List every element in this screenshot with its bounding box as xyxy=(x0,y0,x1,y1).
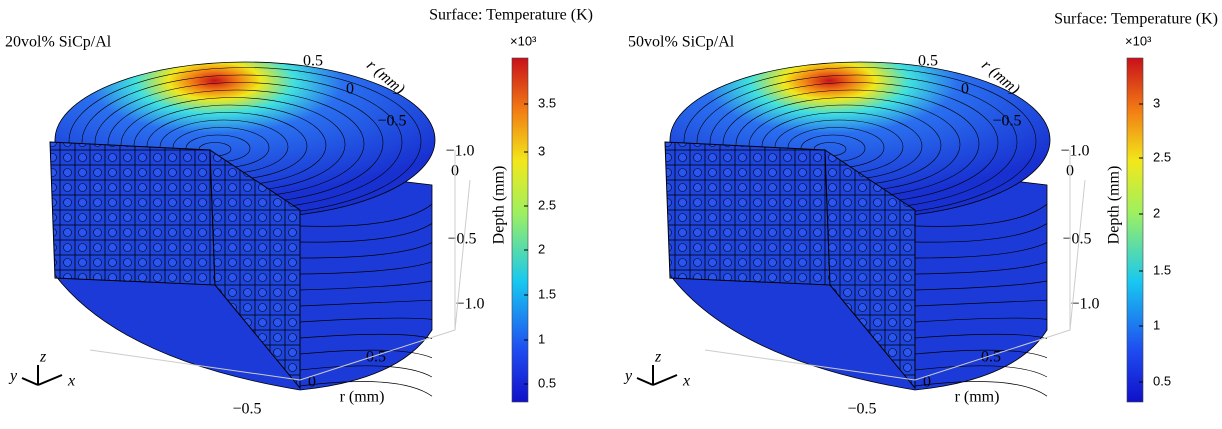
layer-line xyxy=(914,317,1048,323)
cut-face xyxy=(824,149,916,390)
depth-tick: −1.0 xyxy=(455,296,484,313)
panel-label: 50vol% SiCp/Al xyxy=(628,34,735,51)
colorbar-tick-label: 3.5 xyxy=(538,95,556,110)
axis-box xyxy=(89,349,301,381)
r-top-tick: 0 xyxy=(961,81,969,98)
panel: 20vol% SiCp/Al Surface: Temperature (K) ×1… xyxy=(5,7,593,418)
triad xyxy=(21,365,63,386)
layer-line xyxy=(299,203,433,227)
cut-face xyxy=(49,141,216,286)
r-top-tick: 0.5 xyxy=(303,53,323,70)
colorbar-tick-label: 1.5 xyxy=(538,286,556,301)
r-bottom-tick: 0 xyxy=(923,374,931,391)
depth-tick: −1.0 xyxy=(1070,296,1099,313)
axis-box xyxy=(454,179,471,331)
r-top-tick: 0 xyxy=(346,81,354,98)
r-bottom-label: r (mm) xyxy=(955,389,1000,406)
colorbar-tick-label: 2.5 xyxy=(538,197,556,212)
r-top-tick: −1.0 xyxy=(445,143,474,160)
triad-z: z xyxy=(654,349,662,366)
colorbar-multiplier: ×10³ xyxy=(1125,33,1152,48)
r-top-tick: 0.5 xyxy=(918,53,938,70)
layer-line xyxy=(914,223,1048,243)
layer-line xyxy=(299,317,433,323)
colorbar-multiplier: ×10³ xyxy=(510,33,537,48)
colorbar-tick-label: 0.5 xyxy=(1153,373,1171,388)
triad-x: x xyxy=(682,373,690,390)
panel-label: 20vol% SiCp/Al xyxy=(5,34,112,51)
r-bottom-tick: −0.5 xyxy=(232,401,261,418)
layer-line xyxy=(299,280,433,291)
layer-line xyxy=(299,333,433,339)
r-bottom-label: r (mm) xyxy=(340,389,385,406)
colorbar-tick-label: 1.5 xyxy=(1153,262,1171,277)
colorbar xyxy=(511,57,529,403)
axis-box xyxy=(1069,179,1086,331)
colorbar-tick-label: 2 xyxy=(1153,205,1160,220)
depth-label: Depth (mm) xyxy=(491,166,508,245)
layer-line xyxy=(914,349,1048,359)
colorbar-tick-label: 3 xyxy=(1153,95,1160,110)
layer-line xyxy=(914,203,1048,227)
r-top-tick: −0.5 xyxy=(377,113,406,130)
r-bottom-tick: −0.5 xyxy=(847,401,876,418)
layer-line xyxy=(299,299,433,307)
layer-line xyxy=(299,242,433,259)
colorbar-tick-label: 1 xyxy=(538,331,545,346)
triad-y: y xyxy=(8,368,18,385)
layer-line xyxy=(914,261,1048,275)
r-top-tick: −0.5 xyxy=(992,113,1021,130)
layer-line xyxy=(914,365,1048,378)
r-bottom-tick: 0 xyxy=(308,374,316,391)
triad-y: y xyxy=(623,368,633,385)
layer-line xyxy=(299,261,433,275)
colorbar-tick-label: 1 xyxy=(1153,317,1160,332)
layer-line xyxy=(914,333,1048,339)
colorbar-tick-label: 3 xyxy=(538,143,545,158)
colorbar-tick-label: 2 xyxy=(538,241,545,256)
panel: 50vol% SiCp/Al Surface: Temperature (K) ×1… xyxy=(623,11,1218,418)
colorbar-title: Surface: Temperature (K) xyxy=(429,7,593,24)
layer-line xyxy=(914,242,1048,259)
layer-line xyxy=(299,365,433,378)
r-bottom-tick: 0.5 xyxy=(981,349,1001,366)
layer-line xyxy=(914,280,1048,291)
r-top-tick: −1.0 xyxy=(1060,143,1089,160)
depth-label: Depth (mm) xyxy=(1106,166,1123,245)
colorbar-tick-label: 0.5 xyxy=(538,375,556,390)
depth-tick: −0.5 xyxy=(1062,231,1091,248)
cut-face xyxy=(209,149,301,390)
triad xyxy=(636,365,678,386)
layer-line xyxy=(299,381,433,397)
layer-line xyxy=(914,381,1048,397)
triad-z: z xyxy=(39,349,47,366)
depth-tick: −0.5 xyxy=(447,231,476,248)
colorbar-title: Surface: Temperature (K) xyxy=(1054,11,1218,28)
layer-line xyxy=(299,349,433,359)
axis-box xyxy=(704,349,916,381)
colorbar xyxy=(1126,57,1144,403)
colorbar-tick-label: 2.5 xyxy=(1153,149,1171,164)
r-bottom-tick: 0.5 xyxy=(366,349,386,366)
cut-face xyxy=(664,141,831,286)
triad-x: x xyxy=(67,373,75,390)
layer-line xyxy=(914,299,1048,307)
layer-line xyxy=(299,223,433,243)
